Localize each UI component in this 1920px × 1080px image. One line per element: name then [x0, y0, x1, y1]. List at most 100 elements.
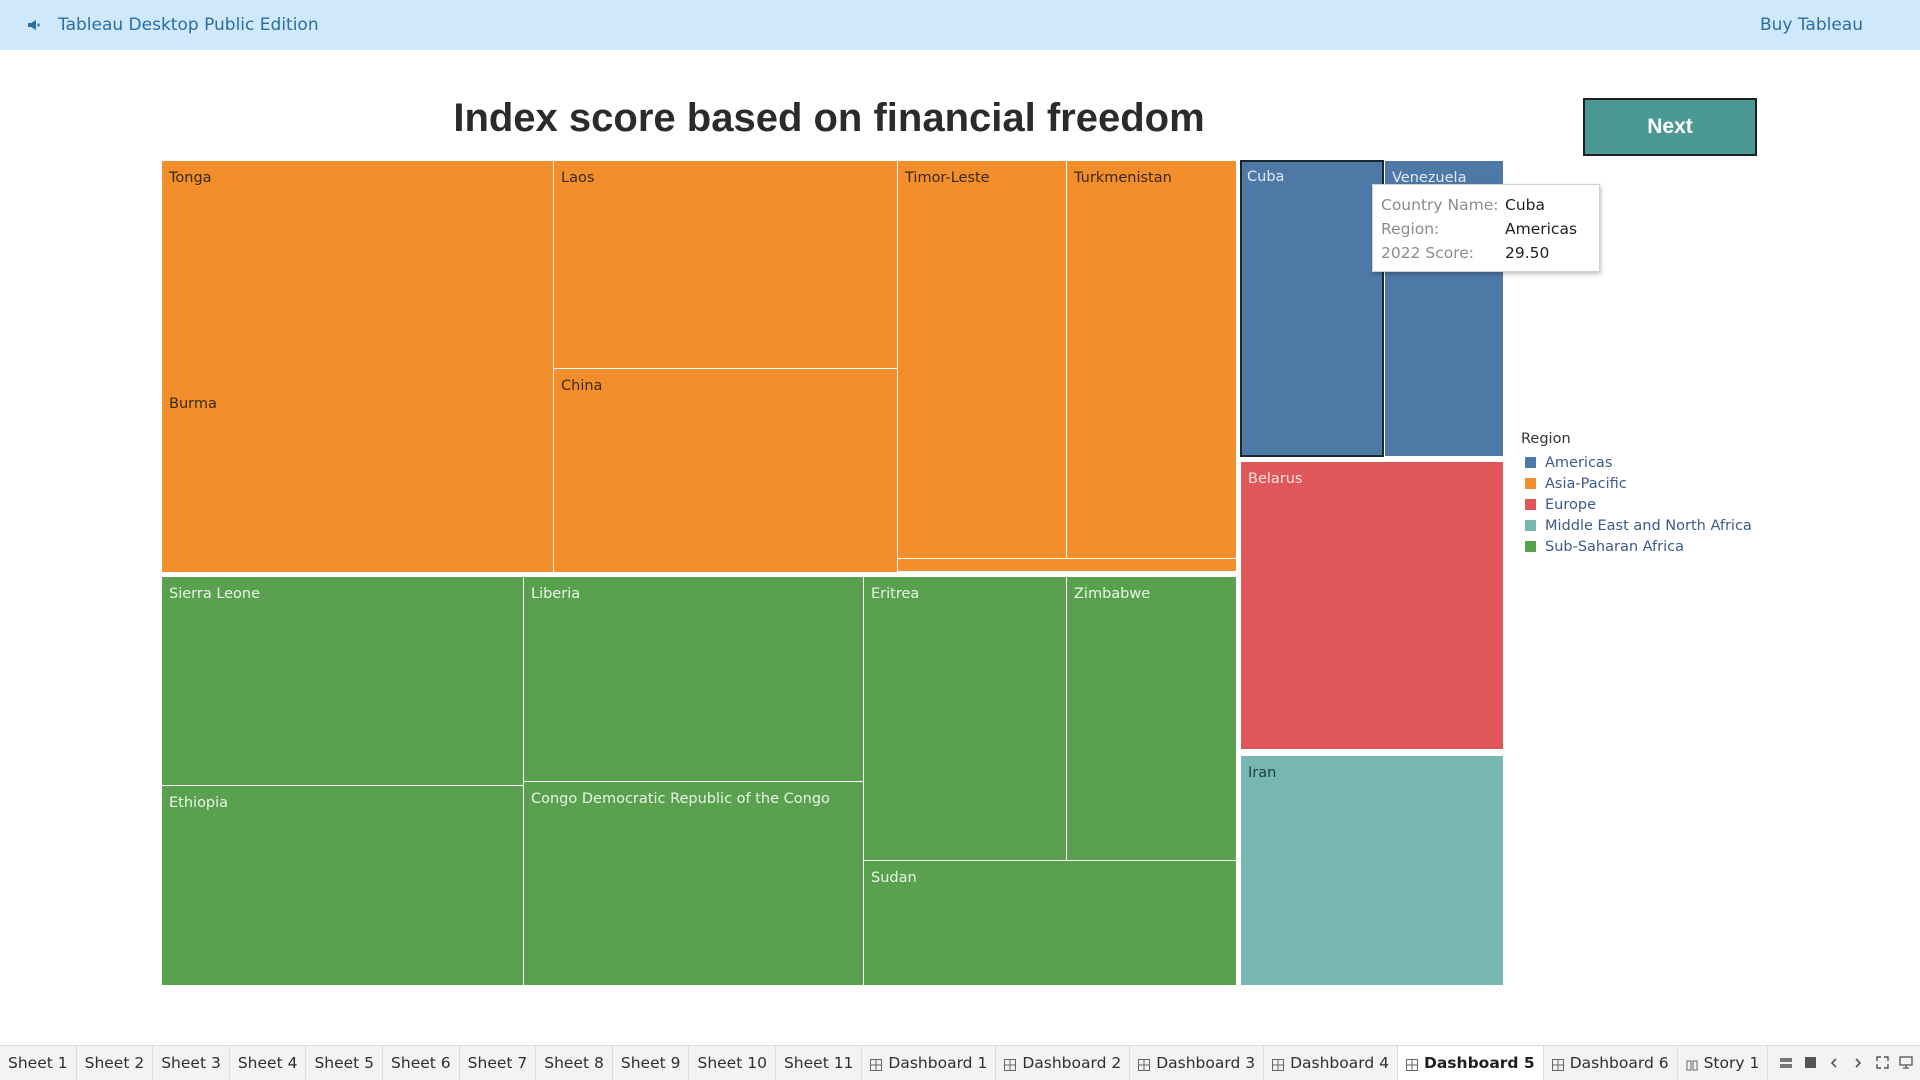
treemap-cell-label: Congo Democratic Republic of the Congo: [531, 791, 830, 807]
filmstrip-view-icon[interactable]: [1778, 1055, 1794, 1071]
presentation-mode-icon[interactable]: [1898, 1055, 1914, 1071]
tab-sheet-10[interactable]: Sheet 10: [689, 1046, 776, 1080]
app-title: Tableau Desktop Public Edition: [58, 15, 319, 35]
legend-swatch: [1525, 499, 1536, 510]
treemap-cell-label: Zimbabwe: [1074, 586, 1151, 602]
tab-dashboard-6[interactable]: Dashboard 6: [1544, 1046, 1678, 1080]
scroll-left-icon[interactable]: [1826, 1055, 1842, 1071]
dashboard-icon: [1405, 1057, 1418, 1071]
tab-sheet-2[interactable]: Sheet 2: [77, 1046, 154, 1080]
region-legend: Region Americas Asia-Pacific Europe Middle …: [1521, 431, 1752, 557]
dashboard-icon: [1551, 1057, 1564, 1071]
treemap-cell-ethiopia[interactable]: Ethiopia: [162, 786, 523, 985]
tooltip-row-score: 2022 Score: 29.50: [1381, 241, 1599, 265]
treemap-cell-label: Burma: [169, 396, 217, 412]
tab-label: Sheet 2: [84, 1054, 145, 1072]
treemap-cell-iran[interactable]: Iran: [1241, 756, 1503, 985]
tab-label: Sheet 3: [161, 1054, 221, 1072]
treemap-cell-congo-democratic-republic-of-the-congo[interactable]: Congo Democratic Republic of the Congo: [524, 782, 863, 985]
tab-dashboard-1[interactable]: Dashboard 1: [862, 1046, 997, 1080]
tab-dashboard-3[interactable]: Dashboard 3: [1130, 1046, 1265, 1080]
fullscreen-icon[interactable]: [1874, 1055, 1890, 1071]
tab-sheet-9[interactable]: Sheet 9: [613, 1046, 690, 1080]
story-icon: [1686, 1057, 1698, 1071]
tab-label: Sheet 6: [391, 1054, 451, 1072]
legend-item-label: Asia-Pacific: [1545, 475, 1627, 492]
treemap-cell-sudan[interactable]: Sudan: [864, 861, 1236, 985]
tooltip-score-label: 2022 Score:: [1381, 244, 1475, 262]
dashboard-title: Index score based on financial freedom: [453, 96, 1205, 140]
treemap-cell-zimbabwe[interactable]: Zimbabwe: [1067, 577, 1236, 860]
treemap-cell-timor-leste[interactable]: Timor-Leste: [898, 161, 1066, 558]
treemap-cell-sierra-leone[interactable]: Sierra Leone: [162, 577, 523, 785]
tab-label: Sheet 1: [8, 1054, 68, 1072]
treemap-cell-label: Sierra Leone: [169, 586, 261, 602]
tab-sheet-5[interactable]: Sheet 5: [306, 1046, 384, 1080]
tab-label: Story 1: [1703, 1054, 1760, 1072]
dashboard-icon: [870, 1057, 883, 1071]
tab-label: Dashboard 6: [1569, 1054, 1669, 1072]
tab-sheet-6[interactable]: Sheet 6: [383, 1046, 460, 1080]
treemap-cell-label: Tonga: [169, 170, 212, 186]
megaphone-icon: [24, 15, 44, 35]
treemap-cell-label: Iran: [1248, 765, 1277, 781]
legend-item-label: Middle East and North Africa: [1545, 517, 1752, 534]
treemap-cell-eritrea[interactable]: Eritrea: [864, 577, 1066, 860]
legend-item-label: Europe: [1545, 496, 1596, 513]
tab-label: Sheet 4: [237, 1054, 298, 1072]
legend-swatch: [1525, 520, 1536, 531]
legend-title: Region: [1521, 431, 1571, 447]
grid-view-icon[interactable]: [1802, 1055, 1818, 1071]
treemap-cell-label: Belarus: [1248, 471, 1303, 487]
tab-label: Sheet 11: [783, 1054, 854, 1072]
legend-item[interactable]: Europe: [1521, 494, 1752, 515]
tab-label: Sheet 9: [620, 1054, 681, 1072]
legend-item[interactable]: Sub-Saharan Africa: [1521, 536, 1752, 557]
legend-item-label: Sub-Saharan Africa: [1545, 538, 1684, 555]
legend-item-label: Americas: [1545, 454, 1613, 471]
treemap-cell-label: Liberia: [531, 586, 581, 602]
tooltip: Country Name: Cuba Region: Americas 2022…: [1372, 184, 1600, 272]
tab-story-1[interactable]: Story 1: [1678, 1046, 1769, 1080]
tab-label: Dashboard 1: [888, 1054, 988, 1072]
tab-label: Dashboard 2: [1022, 1054, 1122, 1072]
legend-item[interactable]: Asia-Pacific: [1521, 473, 1752, 494]
tab-label: Dashboard 3: [1156, 1054, 1256, 1072]
legend-swatch: [1525, 541, 1536, 552]
legend-item[interactable]: Middle East and North Africa: [1521, 515, 1752, 536]
app-brand: Tableau Desktop Public Edition: [24, 0, 319, 50]
treemap-cell-label: Laos: [561, 170, 595, 186]
treemap-cell-label: Venezuela: [1392, 170, 1467, 186]
treemap-cell-china[interactable]: China: [554, 369, 897, 572]
tab-sheet-7[interactable]: Sheet 7: [460, 1046, 537, 1080]
dashboard-icon: [1272, 1057, 1285, 1071]
tab-sheet-1[interactable]: Sheet 1: [0, 1046, 77, 1080]
tab-dashboard-4[interactable]: Dashboard 4: [1264, 1046, 1398, 1080]
treemap-cell-laos[interactable]: Laos: [554, 161, 897, 368]
tab-dashboard-5[interactable]: Dashboard 5: [1397, 1046, 1544, 1080]
tab-label: Sheet 8: [544, 1054, 604, 1072]
tab-dashboard-2[interactable]: Dashboard 2: [996, 1046, 1131, 1080]
treemap-cell-belarus[interactable]: Belarus: [1241, 462, 1503, 749]
buy-tableau-link[interactable]: Buy Tableau: [1759, 15, 1863, 35]
treemap-cell-cuba[interactable]: Cuba: [1240, 160, 1384, 457]
treemap-cell-unlabeled[interactable]: [898, 559, 1236, 571]
treemap-cell-liberia[interactable]: Liberia: [524, 577, 863, 781]
tab-label: Sheet 7: [467, 1054, 528, 1072]
dashboard-icon: [1138, 1057, 1151, 1071]
tab-sheet-4[interactable]: Sheet 4: [230, 1046, 307, 1080]
treemap-cell-burma[interactable]: Burma: [162, 387, 553, 572]
scroll-right-icon[interactable]: [1850, 1055, 1866, 1071]
tab-sheet-11[interactable]: Sheet 11: [776, 1046, 863, 1080]
treemap-cell-turkmenistan[interactable]: Turkmenistan: [1067, 161, 1236, 558]
legend-item[interactable]: Americas: [1521, 452, 1752, 473]
tooltip-row-region: Region: Americas: [1381, 217, 1599, 241]
treemap-cell-tonga[interactable]: Tonga: [162, 161, 553, 387]
tab-sheet-3[interactable]: Sheet 3: [153, 1046, 230, 1080]
sheet-tab-bar: Sheet 1 Sheet 2 Sheet 3 Sheet 4 Sheet 5 Sheet…: [0, 1045, 1920, 1080]
next-button[interactable]: Next: [1583, 98, 1757, 156]
tab-sheet-8[interactable]: Sheet 8: [536, 1046, 613, 1080]
legend-swatch: [1525, 457, 1536, 468]
tab-label: Sheet 10: [697, 1054, 767, 1072]
